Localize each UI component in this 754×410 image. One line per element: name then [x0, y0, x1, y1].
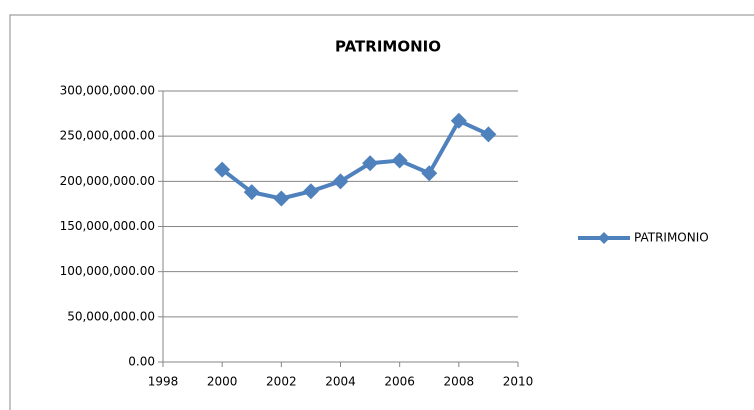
- x-tick-label: 2004: [325, 375, 356, 389]
- data-point: [421, 165, 438, 182]
- y-tick-label: 0.00: [128, 355, 155, 369]
- x-tick-label: 2010: [503, 375, 534, 389]
- x-tick-label: 2008: [444, 375, 475, 389]
- y-tick-label: 250,000,000.00: [60, 129, 155, 143]
- x-tick-label: 2000: [207, 375, 238, 389]
- chart-frame: [9, 14, 754, 410]
- legend-label: PATRIMONIO: [634, 231, 709, 245]
- legend-marker: [598, 232, 610, 244]
- data-point: [302, 183, 319, 200]
- x-tick-label: 2002: [266, 375, 297, 389]
- x-tick-label: 1998: [148, 375, 179, 389]
- data-point: [214, 161, 231, 178]
- data-point: [391, 152, 408, 169]
- y-tick-label: 100,000,000.00: [60, 264, 155, 278]
- data-point: [243, 184, 260, 201]
- data-point: [480, 126, 497, 143]
- data-point: [332, 173, 349, 190]
- y-tick-label: 150,000,000.00: [60, 219, 155, 233]
- x-tick-label: 2006: [384, 375, 415, 389]
- y-tick-label: 200,000,000.00: [60, 174, 155, 188]
- data-point: [273, 190, 290, 207]
- data-point: [450, 112, 467, 129]
- series-line: [220, 118, 490, 201]
- y-tick-label: 300,000,000.00: [60, 84, 155, 98]
- chart-title: PATRIMONIO: [335, 38, 441, 56]
- data-point: [362, 155, 379, 172]
- y-tick-label: 50,000,000.00: [67, 309, 155, 323]
